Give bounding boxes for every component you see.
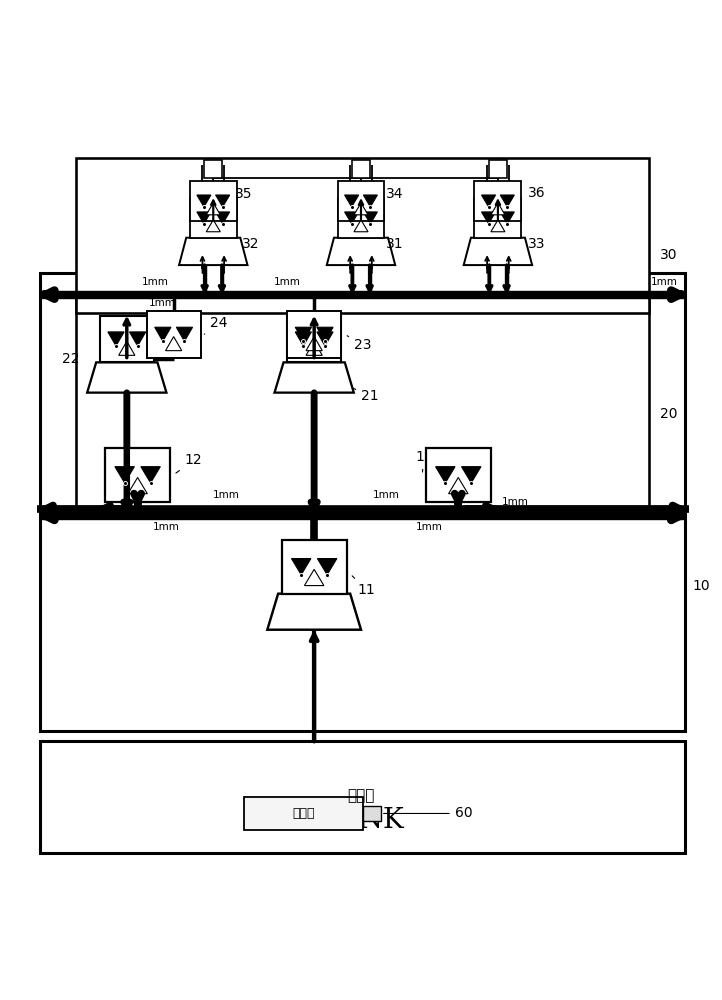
Polygon shape [317, 332, 333, 346]
Bar [426, 448, 491, 502]
Bar [287, 311, 342, 358]
Text: 32: 32 [242, 237, 260, 251]
Polygon shape [197, 195, 211, 207]
Polygon shape [461, 467, 481, 483]
Polygon shape [206, 203, 220, 215]
Polygon shape [448, 477, 468, 494]
Bar [190, 198, 237, 238]
Text: 30: 30 [660, 248, 677, 262]
Polygon shape [363, 212, 378, 224]
Polygon shape [305, 569, 324, 586]
Bar [244, 797, 362, 830]
Polygon shape [354, 203, 368, 215]
Text: 1mm: 1mm [149, 298, 175, 308]
Polygon shape [306, 337, 322, 351]
Polygon shape [295, 327, 311, 341]
Bar [100, 316, 154, 362]
Text: 21: 21 [347, 386, 378, 403]
Polygon shape [128, 477, 147, 494]
Polygon shape [344, 195, 359, 207]
Text: 1mm: 1mm [274, 277, 300, 287]
Polygon shape [267, 594, 361, 630]
Bar [282, 540, 347, 594]
Polygon shape [197, 212, 211, 224]
Text: 1mm: 1mm [142, 277, 169, 287]
Text: 24: 24 [204, 316, 227, 334]
Polygon shape [108, 332, 124, 346]
Text: 31: 31 [386, 237, 404, 251]
Polygon shape [318, 559, 337, 575]
Polygon shape [482, 195, 495, 207]
Polygon shape [482, 212, 495, 224]
Text: 1mm: 1mm [651, 277, 678, 287]
Polygon shape [179, 238, 248, 265]
Text: 23: 23 [347, 336, 371, 352]
Polygon shape [317, 327, 333, 341]
Text: 20: 20 [660, 407, 677, 421]
Polygon shape [176, 327, 193, 341]
Polygon shape [129, 332, 146, 346]
Polygon shape [274, 362, 354, 393]
Polygon shape [500, 212, 514, 224]
Polygon shape [216, 195, 230, 207]
Polygon shape [292, 559, 311, 575]
Polygon shape [491, 220, 505, 232]
Bar [287, 316, 342, 362]
Text: BANK: BANK [318, 807, 404, 834]
Bar [77, 158, 649, 313]
Text: 1mm: 1mm [373, 490, 400, 500]
Text: 12: 12 [176, 453, 202, 473]
Text: 60: 60 [383, 806, 472, 820]
Polygon shape [464, 238, 532, 265]
Polygon shape [155, 327, 171, 341]
Polygon shape [327, 238, 395, 265]
Bar [474, 181, 521, 221]
Polygon shape [216, 212, 230, 224]
Text: 1mm: 1mm [153, 522, 180, 532]
Text: 22: 22 [62, 352, 79, 366]
Bar [204, 160, 222, 178]
Text: 时钒源: 时钒源 [292, 807, 315, 820]
Bar [352, 160, 370, 178]
Bar [362, 806, 380, 821]
Text: 时钒源: 时钒源 [347, 788, 375, 803]
Bar [474, 198, 521, 238]
Bar [40, 273, 685, 731]
Polygon shape [491, 203, 505, 215]
Text: 10: 10 [692, 579, 710, 593]
Polygon shape [118, 341, 135, 355]
Bar [190, 181, 237, 221]
Polygon shape [354, 220, 368, 232]
Bar [489, 160, 507, 178]
Text: 1mm: 1mm [416, 522, 443, 532]
Polygon shape [115, 467, 134, 483]
Polygon shape [435, 467, 455, 483]
Polygon shape [87, 362, 167, 393]
Text: 33: 33 [529, 237, 546, 251]
Bar [77, 295, 649, 507]
Polygon shape [344, 212, 359, 224]
Text: 11: 11 [352, 576, 375, 597]
Text: 35: 35 [235, 187, 253, 201]
Polygon shape [500, 195, 514, 207]
Polygon shape [206, 220, 220, 232]
Bar [40, 741, 685, 853]
Bar [147, 311, 201, 358]
Text: 1mm: 1mm [212, 490, 239, 500]
Bar [338, 181, 384, 221]
Text: 13: 13 [415, 450, 432, 472]
Bar [338, 198, 384, 238]
Polygon shape [306, 341, 322, 355]
Polygon shape [295, 332, 311, 346]
Text: 1mm: 1mm [502, 497, 529, 507]
Text: 34: 34 [386, 187, 404, 201]
Polygon shape [141, 467, 160, 483]
Polygon shape [363, 195, 378, 207]
Bar [105, 448, 170, 502]
Text: 36: 36 [529, 186, 546, 200]
Polygon shape [165, 337, 182, 351]
